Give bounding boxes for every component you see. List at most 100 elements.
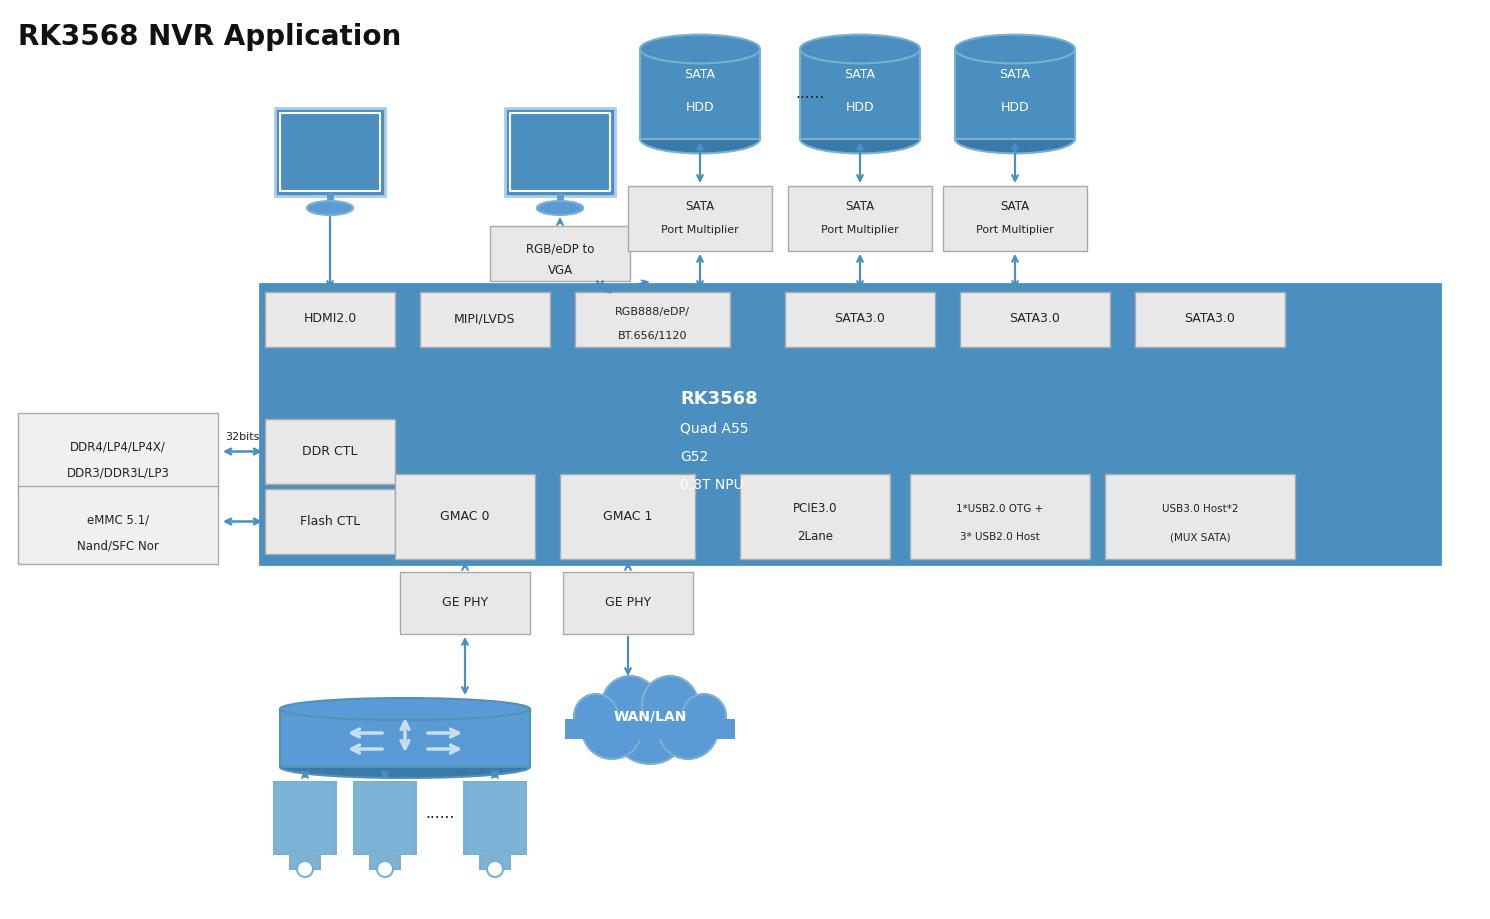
Text: Port Multiplier: Port Multiplier: [662, 225, 739, 235]
Text: DDR3/DDR3L/LP3: DDR3/DDR3L/LP3: [67, 467, 170, 480]
Ellipse shape: [800, 125, 919, 153]
FancyBboxPatch shape: [18, 413, 218, 491]
Text: Nand/SFC Nor: Nand/SFC Nor: [77, 539, 159, 552]
Text: GMAC 1: GMAC 1: [603, 510, 653, 523]
Text: Port Multiplier: Port Multiplier: [821, 225, 898, 235]
Ellipse shape: [800, 35, 919, 63]
Text: SATA: SATA: [685, 200, 715, 213]
FancyBboxPatch shape: [265, 419, 395, 484]
Ellipse shape: [280, 756, 530, 778]
FancyBboxPatch shape: [560, 474, 694, 559]
FancyBboxPatch shape: [259, 284, 1439, 564]
Circle shape: [682, 694, 726, 738]
Text: HDD: HDD: [846, 101, 875, 114]
Text: PCIE3.0: PCIE3.0: [793, 503, 837, 516]
Text: eMMC 5.1/: eMMC 5.1/: [86, 514, 149, 527]
Ellipse shape: [955, 125, 1074, 153]
Text: DDR4/LP4/LP4X/: DDR4/LP4/LP4X/: [70, 440, 165, 453]
FancyBboxPatch shape: [563, 572, 693, 634]
Ellipse shape: [280, 698, 530, 720]
Text: VGA: VGA: [547, 265, 572, 278]
Text: WAN/LAN: WAN/LAN: [614, 709, 687, 723]
FancyBboxPatch shape: [276, 108, 384, 196]
FancyBboxPatch shape: [1106, 474, 1295, 559]
Ellipse shape: [641, 125, 760, 153]
Text: SATA: SATA: [845, 200, 875, 213]
Ellipse shape: [307, 201, 353, 215]
Text: SATA: SATA: [1000, 68, 1031, 81]
Circle shape: [297, 861, 313, 877]
Text: G52: G52: [679, 450, 708, 464]
Ellipse shape: [641, 35, 760, 63]
Text: RGB888/eDP/: RGB888/eDP/: [615, 307, 690, 317]
FancyBboxPatch shape: [265, 292, 395, 347]
FancyBboxPatch shape: [274, 782, 337, 854]
FancyBboxPatch shape: [280, 113, 380, 191]
Circle shape: [574, 694, 618, 738]
FancyBboxPatch shape: [741, 474, 890, 559]
Text: HDD: HDD: [685, 101, 714, 114]
FancyBboxPatch shape: [1135, 292, 1284, 347]
FancyBboxPatch shape: [280, 709, 530, 767]
FancyBboxPatch shape: [641, 49, 760, 139]
Text: ......: ......: [796, 86, 824, 101]
FancyBboxPatch shape: [505, 108, 615, 196]
Text: SATA: SATA: [845, 68, 876, 81]
Circle shape: [487, 861, 504, 877]
Text: Port Multiplier: Port Multiplier: [976, 225, 1053, 235]
Circle shape: [609, 684, 690, 764]
Text: RK3568: RK3568: [679, 390, 758, 408]
Text: HDD: HDD: [1001, 101, 1030, 114]
Text: SATA3.0: SATA3.0: [834, 312, 885, 325]
FancyBboxPatch shape: [955, 49, 1074, 139]
FancyBboxPatch shape: [785, 292, 936, 347]
FancyBboxPatch shape: [291, 851, 320, 869]
Circle shape: [659, 699, 718, 759]
Text: GMAC 0: GMAC 0: [440, 510, 490, 523]
Circle shape: [583, 699, 642, 759]
FancyBboxPatch shape: [370, 851, 399, 869]
Text: 32bits: 32bits: [225, 432, 259, 442]
FancyBboxPatch shape: [960, 292, 1110, 347]
FancyBboxPatch shape: [395, 474, 535, 559]
FancyBboxPatch shape: [355, 782, 416, 854]
FancyBboxPatch shape: [265, 489, 395, 554]
FancyBboxPatch shape: [490, 226, 630, 281]
Text: SATA: SATA: [684, 68, 715, 81]
Text: 3* USB2.0 Host: 3* USB2.0 Host: [960, 532, 1040, 542]
FancyBboxPatch shape: [18, 486, 218, 564]
Text: GE PHY: GE PHY: [443, 596, 489, 609]
FancyBboxPatch shape: [463, 782, 526, 854]
Text: 1*USB2.0 OTG +: 1*USB2.0 OTG +: [957, 504, 1043, 514]
Text: 0.8T NPU: 0.8T NPU: [679, 478, 744, 492]
FancyBboxPatch shape: [510, 113, 609, 191]
FancyBboxPatch shape: [788, 186, 933, 251]
Text: USB3.0 Host*2: USB3.0 Host*2: [1162, 504, 1238, 514]
FancyBboxPatch shape: [627, 186, 772, 251]
Text: Flash CTL: Flash CTL: [299, 515, 361, 528]
Text: DDR CTL: DDR CTL: [302, 445, 358, 458]
Ellipse shape: [536, 201, 583, 215]
FancyBboxPatch shape: [800, 49, 919, 139]
Text: RK3568 NVR Application: RK3568 NVR Application: [18, 23, 401, 51]
Text: MIPI/LVDS: MIPI/LVDS: [454, 312, 516, 325]
FancyBboxPatch shape: [910, 474, 1091, 559]
FancyBboxPatch shape: [480, 851, 510, 869]
FancyBboxPatch shape: [420, 292, 550, 347]
Text: SATA3.0: SATA3.0: [1185, 312, 1235, 325]
Circle shape: [377, 861, 393, 877]
FancyBboxPatch shape: [575, 292, 730, 347]
FancyBboxPatch shape: [943, 186, 1088, 251]
Circle shape: [642, 676, 697, 732]
FancyBboxPatch shape: [399, 572, 530, 634]
Text: BT.656/1120: BT.656/1120: [618, 331, 687, 341]
Text: (MUX SATA): (MUX SATA): [1170, 532, 1231, 542]
FancyBboxPatch shape: [565, 719, 735, 739]
Ellipse shape: [955, 35, 1074, 63]
Text: HDMI2.0: HDMI2.0: [304, 312, 356, 325]
Text: SATA: SATA: [1000, 200, 1030, 213]
Circle shape: [602, 676, 659, 732]
Text: Quad A55: Quad A55: [679, 422, 748, 436]
Text: SATA3.0: SATA3.0: [1010, 312, 1061, 325]
Text: ......: ......: [425, 807, 454, 822]
